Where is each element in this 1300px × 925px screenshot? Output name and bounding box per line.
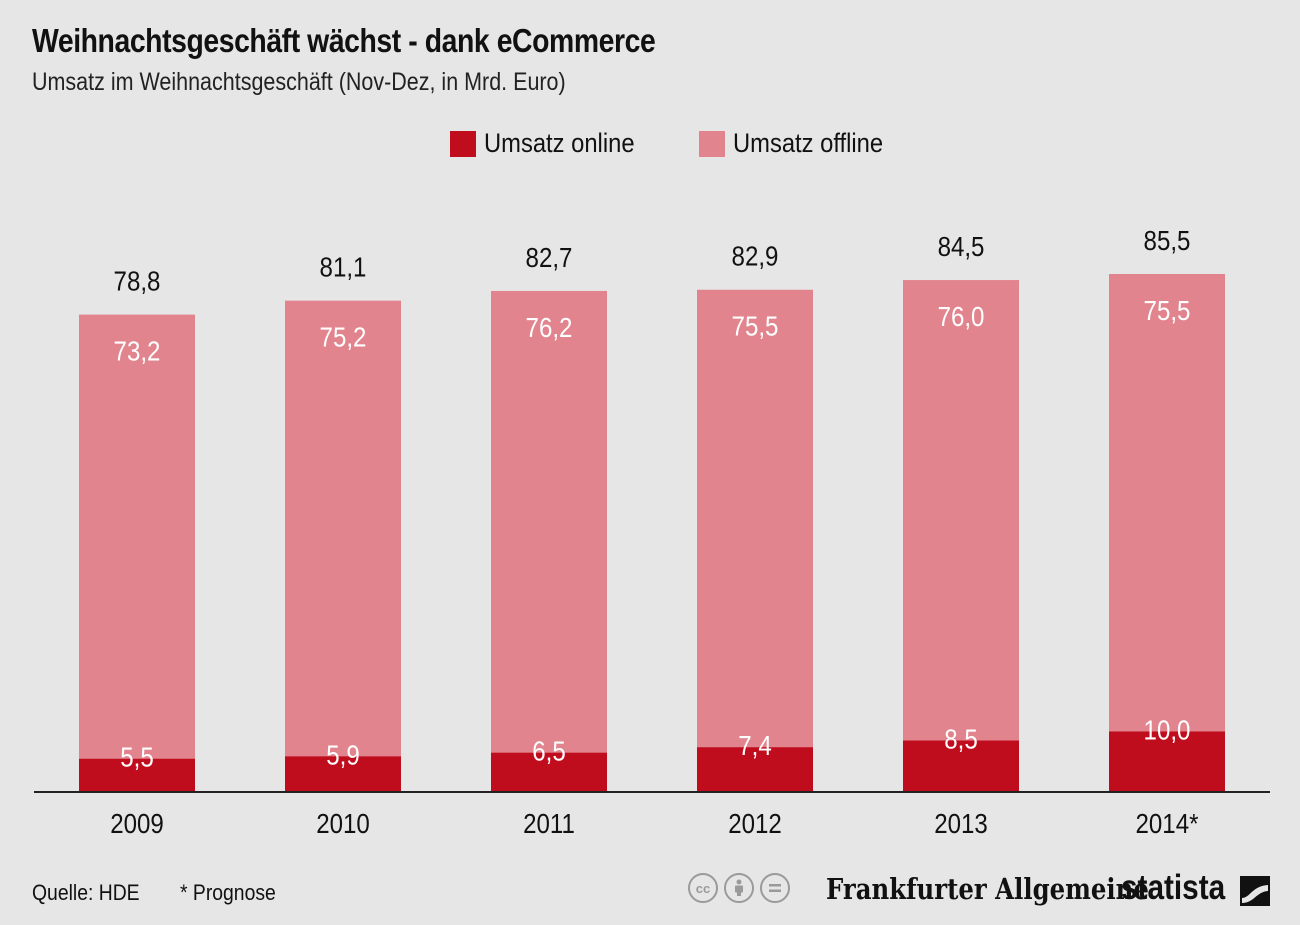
chart-title: Weihnachtsgeschäft wächst - dank eCommer… xyxy=(32,22,656,59)
online-value-label: 10,0 xyxy=(1144,714,1191,746)
total-label: 82,9 xyxy=(732,240,779,272)
offline-value-label: 73,2 xyxy=(114,335,161,367)
license-icons: cc xyxy=(688,873,790,903)
chart-subtitle: Umsatz im Weihnachtsgeschäft (Nov-Dez, i… xyxy=(32,68,566,96)
bar-offline xyxy=(285,300,401,757)
total-label: 81,1 xyxy=(320,251,367,283)
offline-value-label: 76,0 xyxy=(938,300,985,332)
online-value-label: 6,5 xyxy=(532,735,565,767)
legend-item-offline: Umsatz offline xyxy=(699,128,904,159)
bar-online xyxy=(79,758,195,792)
bar-offline xyxy=(903,280,1019,741)
offline-value-label: 75,5 xyxy=(732,310,779,342)
x-tick-label: 2012 xyxy=(728,807,782,839)
bar-online xyxy=(1109,731,1225,792)
offline-value-label: 76,2 xyxy=(526,311,573,343)
legend-item-online: Umsatz online xyxy=(450,128,655,159)
legend-label-offline: Umsatz offline xyxy=(733,128,884,158)
by-icon xyxy=(724,873,754,903)
bar-offline xyxy=(697,289,813,748)
bar-online xyxy=(285,756,401,792)
total-label: 85,5 xyxy=(1144,224,1191,256)
offline-value-label: 75,5 xyxy=(1144,294,1191,326)
statista-logo-icon xyxy=(1240,876,1270,906)
bar-online xyxy=(903,740,1019,792)
bar-online xyxy=(491,752,607,792)
legend: Umsatz online Umsatz offline xyxy=(450,128,904,159)
total-label: 78,8 xyxy=(114,265,161,297)
publisher-logo: Frankfurter Allgemeine xyxy=(826,872,1149,906)
bar-online xyxy=(697,747,813,792)
legend-label-online: Umsatz online xyxy=(484,128,635,158)
legend-swatch-online xyxy=(450,130,476,157)
legend-swatch-offline xyxy=(699,130,726,157)
total-label: 84,5 xyxy=(938,230,985,262)
nd-icon xyxy=(760,873,790,903)
statista-logo-text: statista xyxy=(1121,868,1226,907)
bar-offline xyxy=(491,290,607,753)
x-tick-label: 2014* xyxy=(1136,807,1199,839)
online-value-label: 8,5 xyxy=(944,723,977,755)
offline-value-label: 75,2 xyxy=(320,321,367,353)
total-label: 82,7 xyxy=(526,241,573,273)
bar-offline xyxy=(1109,274,1225,732)
x-tick-label: 2011 xyxy=(523,807,575,839)
prognosis-note: * Prognose xyxy=(180,880,276,905)
x-tick-label: 2013 xyxy=(934,807,988,839)
source-label: Quelle: HDE xyxy=(32,880,140,905)
online-value-label: 5,5 xyxy=(120,741,153,773)
x-tick-label: 2010 xyxy=(316,807,370,839)
cc-icon: cc xyxy=(688,873,718,903)
online-value-label: 7,4 xyxy=(738,729,771,761)
bar-offline xyxy=(79,314,195,759)
online-value-label: 5,9 xyxy=(326,739,359,771)
x-tick-label: 2009 xyxy=(110,807,164,839)
